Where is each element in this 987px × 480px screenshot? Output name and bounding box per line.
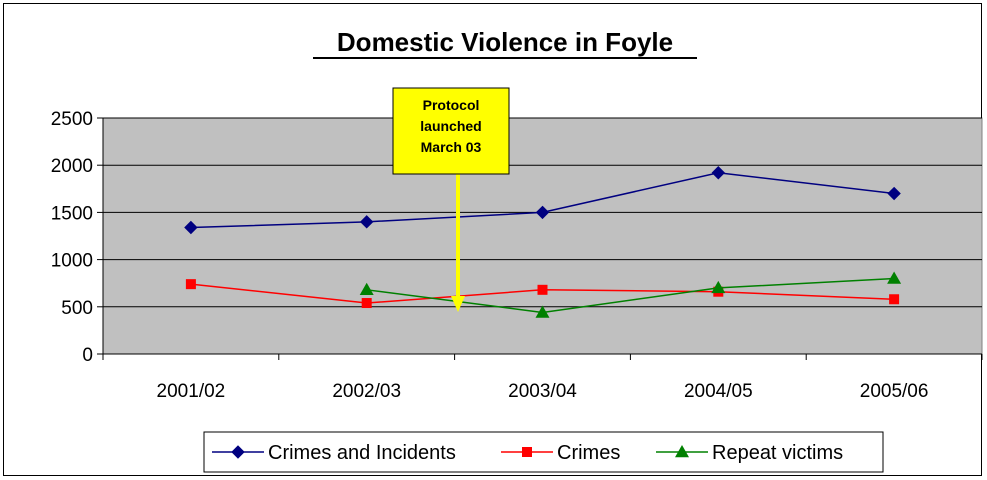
annotation-text: March 03 bbox=[421, 139, 482, 155]
data-point bbox=[359, 215, 374, 229]
legend-label: Repeat victims bbox=[712, 442, 843, 464]
data-point bbox=[537, 284, 548, 295]
y-tick-label: 500 bbox=[61, 298, 93, 319]
y-tick-label: 1000 bbox=[51, 251, 93, 272]
legend-marker bbox=[231, 445, 245, 459]
data-point bbox=[184, 220, 198, 235]
protocol-annotation: Protocol launched March 03 bbox=[392, 87, 510, 312]
x-tick-label: 2002/03 bbox=[332, 381, 401, 402]
data-point bbox=[711, 166, 726, 180]
data-point bbox=[535, 305, 550, 318]
legend-entry: Crimes and Incidents bbox=[212, 442, 456, 464]
legend-entry: Crimes bbox=[501, 442, 620, 464]
data-point bbox=[185, 279, 196, 290]
annotation-text: Protocol bbox=[423, 97, 480, 113]
data-point bbox=[711, 280, 726, 294]
data-point bbox=[359, 282, 374, 296]
x-tick-label: 2003/04 bbox=[508, 381, 577, 402]
legend-marker bbox=[675, 445, 689, 458]
legend: Crimes and Incidents Crimes Repeat victims bbox=[203, 431, 884, 473]
x-tick-label: 2001/02 bbox=[157, 381, 226, 402]
legend-label: Crimes bbox=[557, 442, 620, 464]
data-point bbox=[887, 271, 902, 284]
annotation-text: launched bbox=[420, 118, 481, 134]
annotation-box bbox=[392, 87, 510, 175]
y-tick-label: 2500 bbox=[51, 109, 93, 130]
legend-entry: Repeat victims bbox=[656, 442, 843, 464]
plot-area: 0 500 1000 1500 2000 2500 2001/02 2002/03 2003/0… bbox=[51, 109, 983, 402]
legend-marker bbox=[522, 447, 532, 457]
x-tick-label: 2004/05 bbox=[684, 381, 753, 402]
series-0 bbox=[184, 166, 901, 235]
y-tick-label: 2000 bbox=[51, 156, 93, 177]
chart-title: Domestic Violence in Foyle bbox=[337, 27, 673, 57]
legend-label: Crimes and Incidents bbox=[268, 442, 456, 464]
data-point bbox=[361, 298, 372, 309]
y-tick-label: 1500 bbox=[51, 203, 93, 224]
x-tick-label: 2005/06 bbox=[860, 381, 929, 402]
plot-background bbox=[102, 117, 983, 355]
annotation-arrow-head bbox=[451, 296, 465, 312]
data-point bbox=[889, 294, 900, 305]
data-point bbox=[887, 186, 901, 201]
y-tick-label: 0 bbox=[82, 345, 93, 366]
data-point bbox=[535, 205, 550, 220]
